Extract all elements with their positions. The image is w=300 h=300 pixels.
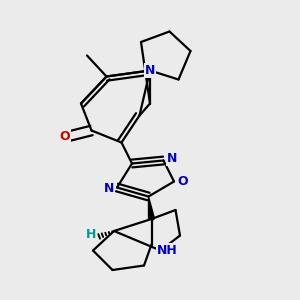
Text: O: O xyxy=(59,130,70,143)
Text: NH: NH xyxy=(157,244,178,257)
Text: H: H xyxy=(86,227,97,241)
Polygon shape xyxy=(148,196,154,219)
Text: N: N xyxy=(167,152,177,166)
Text: N: N xyxy=(145,64,155,77)
Text: O: O xyxy=(177,175,188,188)
Text: N: N xyxy=(103,182,114,195)
